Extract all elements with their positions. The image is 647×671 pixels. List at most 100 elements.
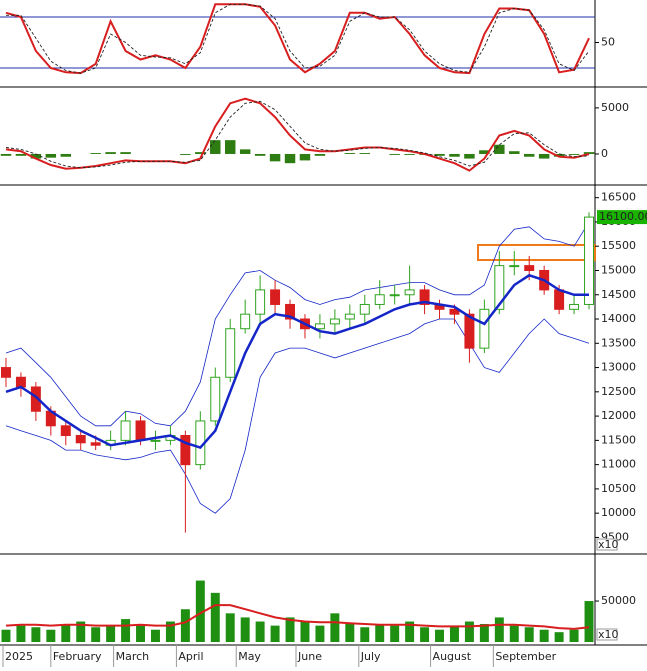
series-line <box>5 3 590 75</box>
candle-body <box>479 308 490 349</box>
volume-bar <box>1 629 11 642</box>
candle-body <box>225 328 236 378</box>
volume-bar <box>464 621 474 642</box>
histogram-bar <box>210 140 221 154</box>
candle-body <box>509 265 520 268</box>
series-line <box>5 318 590 514</box>
volume-bar <box>479 623 489 642</box>
y-tick-label: 0 <box>601 147 608 160</box>
candle-body <box>210 376 221 422</box>
histogram-bar <box>314 153 326 156</box>
series-line <box>5 100 590 169</box>
candle-body <box>270 289 281 305</box>
histogram-bar <box>389 153 400 155</box>
volume-bar <box>240 617 250 642</box>
histogram-bar <box>60 153 72 157</box>
series-line <box>5 604 590 630</box>
candle-body <box>374 294 385 305</box>
candle-body <box>344 313 355 320</box>
x-tick-label: March <box>116 650 150 663</box>
candle-body <box>60 425 71 437</box>
y-tick-label: 50 <box>601 36 615 49</box>
volume-bar <box>46 629 56 642</box>
volume-bar <box>509 625 519 642</box>
histogram-bar <box>90 153 101 154</box>
candle-body <box>240 313 251 330</box>
volume-bar <box>106 625 116 642</box>
candle-body <box>180 435 191 466</box>
volume-bar <box>360 627 370 642</box>
series-line <box>6 3 590 74</box>
volume-bar <box>210 592 220 642</box>
y-tick-label: 12000 <box>601 409 636 422</box>
y-tick-label: 11000 <box>601 458 636 471</box>
volume-bar <box>91 627 101 642</box>
y-tick-label: 10000 <box>601 506 636 519</box>
candle-body <box>15 376 26 388</box>
candle-body <box>75 435 86 444</box>
candle-body <box>449 308 460 315</box>
candle-body <box>464 313 475 349</box>
histogram-bar <box>180 153 191 155</box>
histogram-bar <box>284 153 296 164</box>
candle-body <box>314 323 325 330</box>
histogram-bar <box>120 152 131 154</box>
x-tick-label: May <box>238 650 261 663</box>
y-tick-label: 14000 <box>601 312 636 325</box>
x-tick-label: September <box>495 650 556 663</box>
scale-label: x10 <box>598 538 619 551</box>
last-price-label: 16100.00 <box>599 210 647 223</box>
scale-label: x10 <box>598 628 619 641</box>
volume-bar <box>539 629 549 642</box>
candle-body <box>30 386 41 412</box>
candle-body <box>584 216 595 305</box>
series-line <box>5 97 590 172</box>
volume-bar <box>330 613 340 642</box>
candle-body <box>389 294 400 297</box>
x-tick-label: February <box>53 650 102 663</box>
histogram-bar <box>15 153 27 156</box>
scale-box <box>596 538 618 551</box>
volume-bar <box>121 619 131 642</box>
volume-bar <box>345 623 355 642</box>
y-tick-label: 13500 <box>601 336 636 349</box>
y-tick-label: 15500 <box>601 239 636 252</box>
histogram-bar <box>299 153 311 161</box>
y-tick-label: 10500 <box>601 482 636 495</box>
scale-box <box>596 628 618 641</box>
histogram-bar <box>404 153 415 155</box>
candle-body <box>419 289 430 305</box>
volume-bar <box>435 629 445 642</box>
candle-body <box>285 303 296 320</box>
volume-bar <box>449 625 459 642</box>
y-tick-label: 13000 <box>601 361 636 374</box>
candle-body <box>569 303 580 310</box>
volume-bar <box>225 613 235 642</box>
volume-bar <box>569 629 579 642</box>
volume-bar <box>524 627 534 642</box>
y-tick-label: 15000 <box>601 263 636 276</box>
candle-body <box>135 420 146 441</box>
histogram-bar <box>568 153 580 155</box>
candle-body <box>0 367 11 378</box>
volume-bar <box>270 625 280 642</box>
volume-bar <box>165 621 175 642</box>
y-tick-label: 50000 <box>601 594 636 607</box>
histogram-bar <box>224 140 236 154</box>
y-tick-label: 11500 <box>601 433 636 446</box>
histogram-bar <box>449 153 460 157</box>
histogram-bar <box>523 153 535 157</box>
volume-bar <box>16 625 26 642</box>
candle-body <box>255 289 266 315</box>
volume-bar <box>76 621 86 642</box>
volume-bar <box>315 625 325 642</box>
candle-body <box>524 265 535 271</box>
histogram-bar <box>344 153 356 154</box>
histogram-bar <box>0 153 12 156</box>
histogram-bar <box>254 153 266 156</box>
volume-bar <box>405 621 415 642</box>
volume-bar <box>375 623 385 642</box>
volume-bar <box>390 625 400 642</box>
